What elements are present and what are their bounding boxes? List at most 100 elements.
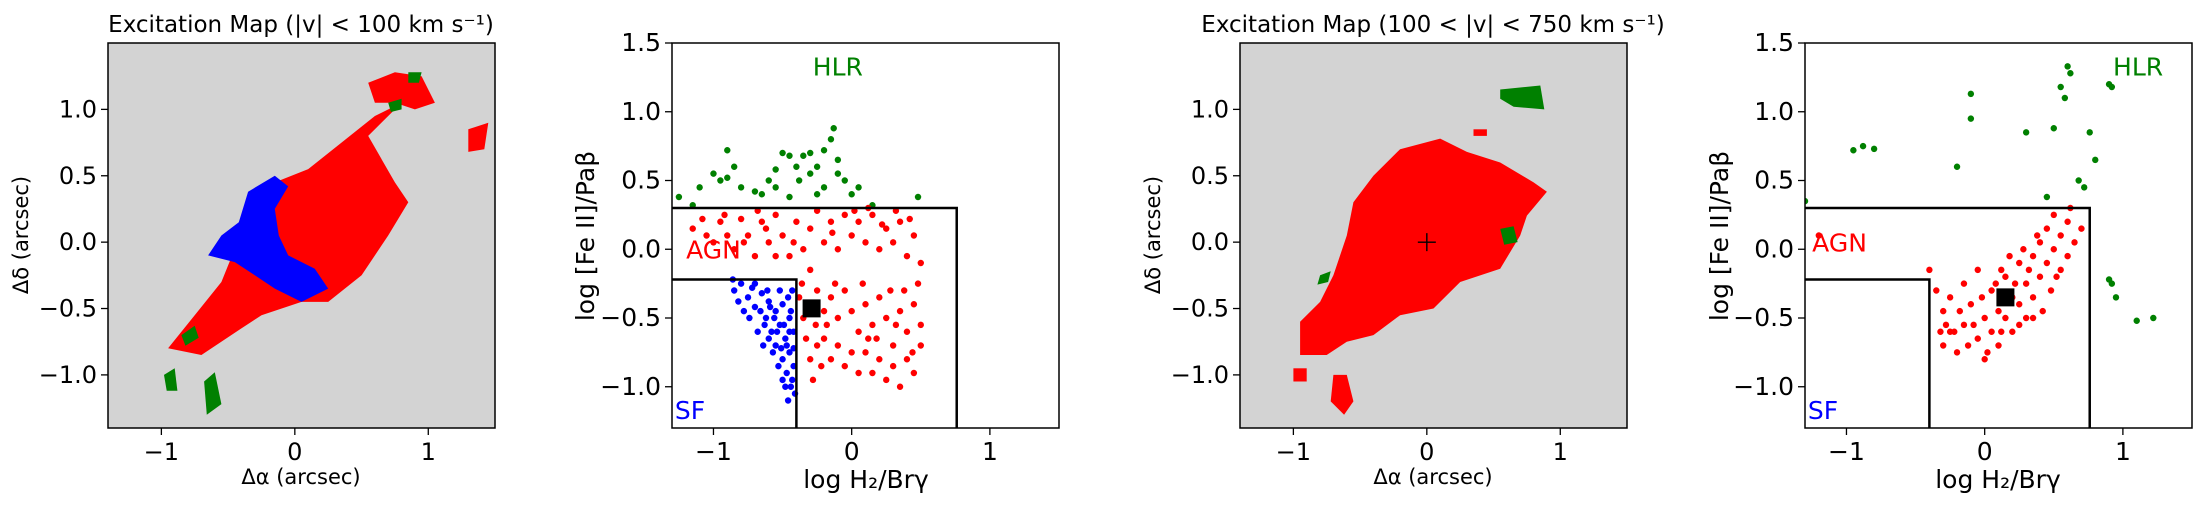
data-point-hlr	[2133, 317, 2140, 324]
y-axis-label: Δδ (arcsec)	[9, 176, 33, 294]
x-axis-label: Δα (arcsec)	[241, 465, 360, 489]
data-point-hlr	[800, 152, 807, 159]
y-tick-label: 0.5	[1754, 166, 1794, 195]
data-point-agn	[751, 252, 759, 260]
data-point-agn	[901, 287, 908, 294]
data-point-agn	[2078, 225, 2085, 232]
data-point-agn	[2050, 211, 2057, 219]
region-labels: HLR AGN SF	[675, 52, 863, 425]
data-point-agn	[869, 321, 876, 329]
data-point-agn	[896, 383, 904, 390]
data-point-agn	[831, 280, 839, 287]
data-point-sf	[754, 328, 761, 335]
data-point-agn	[862, 301, 869, 308]
data-point-hlr	[813, 191, 821, 198]
data-point-agn	[1942, 321, 1950, 329]
data-point-sf	[765, 335, 772, 342]
chart-title: Excitation Map (100 < |v| < 750 km s⁻¹)	[1201, 12, 1664, 38]
data-point-hlr	[2022, 129, 2030, 136]
data-point-agn	[820, 335, 828, 342]
y-tick-label: 1.0	[59, 95, 97, 123]
data-point-agn	[2029, 294, 2037, 301]
data-point-agn	[2043, 225, 2051, 232]
data-point-agn	[862, 239, 869, 246]
chart-title: Excitation Map (|v| < 100 km s⁻¹)	[108, 12, 494, 38]
excitation-map-high-velocity: −1 0 1 −1.0 −0.5 0.0 0.5 1.0 Excitation Map (10…	[1141, 12, 1665, 489]
axes-frame	[1239, 42, 1628, 429]
data-point-agn	[1956, 307, 1964, 315]
data-point-sf	[758, 290, 766, 297]
x-tick-label: 0	[1977, 437, 1993, 466]
data-point-agn	[820, 239, 828, 246]
data-point-agn	[2029, 252, 2037, 260]
data-point-agn	[1964, 342, 1972, 349]
data-point-sf	[761, 321, 768, 329]
data-point-hlr	[730, 163, 738, 170]
x-tick-label: 1	[1553, 438, 1568, 466]
data-point-agn	[2034, 232, 2041, 239]
data-point-agn	[818, 362, 825, 370]
y-tick-label: −0.5	[1733, 303, 1794, 332]
data-point-hlr	[848, 191, 855, 198]
data-point-sf	[789, 376, 796, 384]
y-tick-label: 1.5	[621, 28, 661, 57]
center-marker	[1417, 233, 1436, 252]
data-point-agn	[813, 287, 821, 294]
data-point-hlr	[1967, 90, 1975, 98]
x-axis-label: Δα (arcsec)	[1373, 465, 1492, 489]
data-point-agn	[2036, 273, 2044, 280]
data-point-hlr	[2092, 156, 2099, 164]
data-point-agn	[823, 321, 830, 329]
data-point-agn	[793, 218, 800, 225]
data-point-agn	[820, 307, 828, 315]
region-agn	[1330, 374, 1354, 415]
y-tick-label: 1.0	[1191, 95, 1229, 123]
region-label-sf: SF	[675, 396, 705, 425]
y-tick-label: 0.5	[1191, 162, 1229, 190]
data-point-agn	[703, 232, 710, 239]
data-point-sf	[789, 287, 796, 294]
data-point-agn	[772, 252, 779, 260]
data-point-agn	[914, 280, 922, 287]
data-point-agn	[1981, 356, 1988, 363]
data-point-sf	[775, 362, 782, 370]
data-point-agn	[1970, 321, 1977, 329]
data-point-agn	[689, 225, 696, 232]
data-point-hlr	[2043, 193, 2051, 201]
data-point-hlr	[724, 147, 731, 154]
y-tick-label: 0.0	[59, 228, 97, 256]
x-tick-label: 1	[421, 438, 436, 466]
data-point-agn	[730, 246, 738, 253]
data-point-sf	[762, 314, 770, 322]
data-point-hlr	[717, 177, 724, 184]
region-agn	[468, 122, 489, 152]
data-point-sf	[787, 307, 795, 315]
data-point-agn	[802, 335, 810, 342]
data-point-agn	[2029, 314, 2037, 322]
data-point-hlr	[2057, 83, 2064, 91]
diagnostic-diagram-low-velocity: −1 0 1 −1.0 −0.5 0.0 0.5 1.0 1.5 HLR AGN SF log H₂…	[571, 28, 1060, 494]
sf-boundary-line	[672, 278, 798, 428]
data-point-agn	[1988, 287, 1995, 294]
data-point-hlr	[2075, 177, 2082, 184]
data-point-sf	[744, 294, 752, 301]
data-point-agn	[1974, 335, 1981, 342]
data-point-hlr	[2108, 280, 2116, 287]
data-point-sf	[773, 328, 781, 335]
data-point-agn	[772, 211, 779, 219]
tick-labels: −1 0 1 −1.0 −0.5 0.0 0.5 1.0 1.5	[1733, 28, 2131, 466]
region-sf	[208, 175, 329, 302]
data-point-hlr	[765, 177, 772, 184]
data-point-agn	[906, 215, 913, 223]
data-point-agn	[883, 225, 890, 232]
region-agn	[1300, 138, 1547, 355]
data-point-agn	[896, 218, 904, 225]
data-point-agn	[710, 239, 717, 246]
data-point-agn	[848, 232, 855, 239]
data-point-hlr	[758, 191, 766, 198]
data-point-agn	[855, 328, 862, 335]
data-point-hlr	[786, 193, 793, 201]
data-point-sf	[740, 307, 748, 315]
data-point-agn	[2036, 239, 2044, 246]
data-point-sf	[779, 301, 786, 308]
